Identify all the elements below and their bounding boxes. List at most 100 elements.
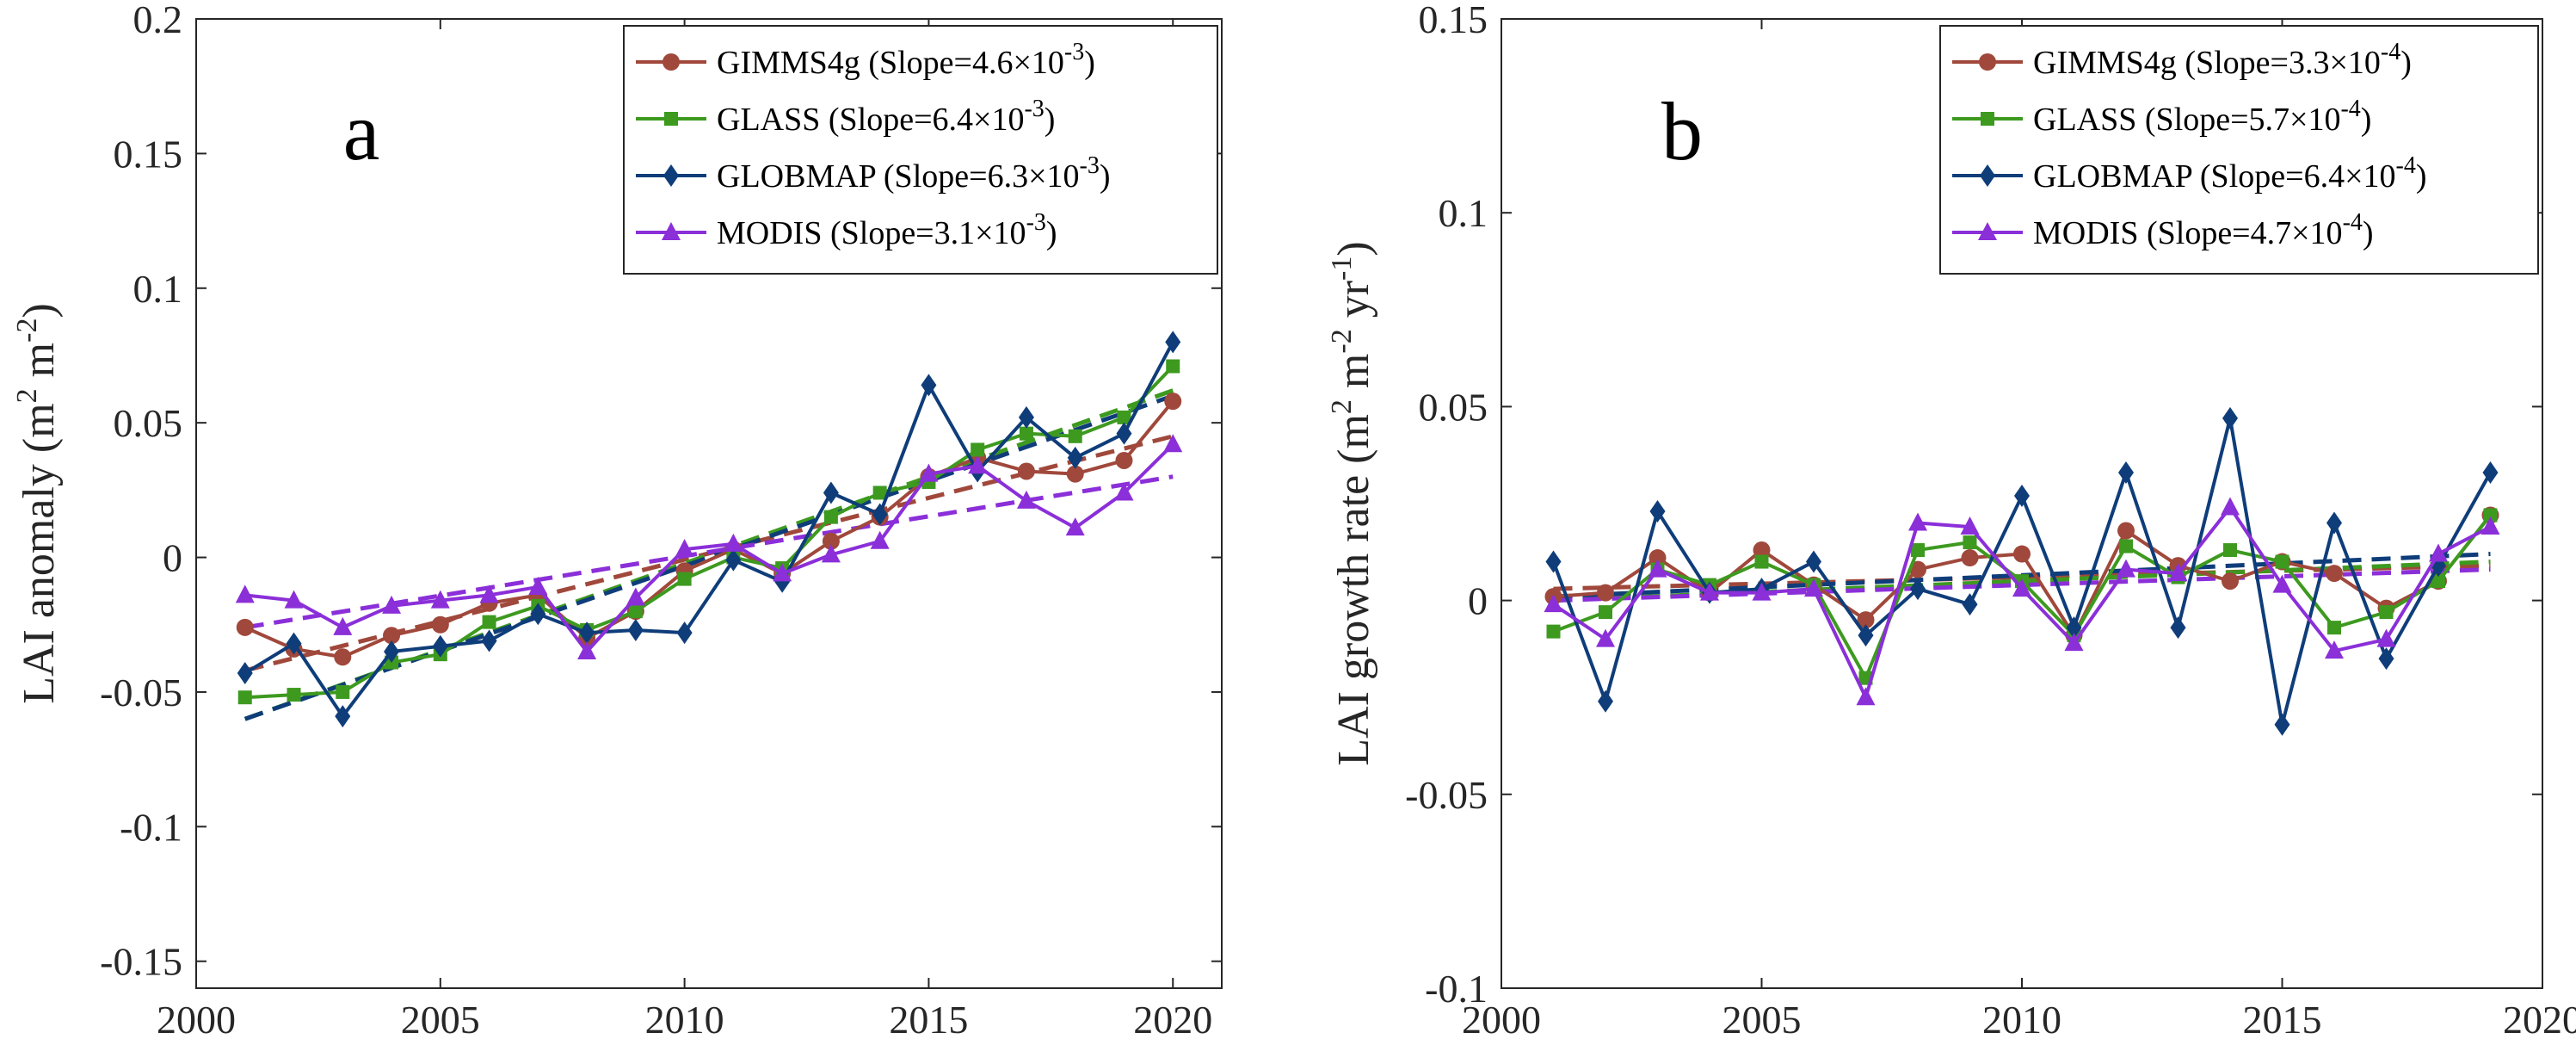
- data-point-modis: [577, 641, 597, 660]
- series-modis: [1544, 497, 2500, 706]
- legend-slope-times: ×10: [2329, 45, 2380, 81]
- data-point-glass: [2275, 554, 2289, 569]
- data-point-modis: [235, 584, 255, 603]
- y-axis-title-text: yr: [1329, 281, 1378, 329]
- legend-label: GIMMS4g (Slope=3.3×10-4): [2033, 39, 2412, 81]
- data-point-globmap: [2222, 406, 2238, 430]
- y-tick-label: -0.05: [100, 671, 182, 714]
- data-point-glass: [2483, 508, 2498, 522]
- legend-marker: [1980, 164, 1995, 187]
- legend-slope-prefix: (Slope=: [875, 158, 987, 195]
- legend-slope-exponent: -4: [2396, 152, 2416, 179]
- data-point-modis: [284, 590, 304, 609]
- data-point-globmap: [384, 640, 400, 664]
- legend-entry-modis: MODIS (Slope=3.1×10-3): [636, 209, 1057, 251]
- legend-slope-exponent: -4: [2340, 96, 2360, 122]
- legend-slope-mantissa: 6.4: [2304, 158, 2345, 195]
- data-point-modis: [2325, 640, 2344, 659]
- data-point-globmap: [1649, 500, 1666, 523]
- data-point-gimms4g: [2013, 545, 2031, 563]
- data-point-glass: [1546, 624, 1561, 639]
- data-point-globmap: [286, 632, 302, 655]
- series-line-globmap: [1551, 416, 2493, 727]
- data-point-globmap: [2066, 616, 2082, 640]
- legend-label: GLOBMAP (Slope=6.3×10-3): [717, 152, 1110, 195]
- data-point-gimms4g: [1857, 611, 1875, 629]
- legend-marker: [663, 164, 679, 187]
- data-point-globmap: [530, 603, 546, 626]
- legend-entry-globmap: GLOBMAP (Slope=6.4×10-4): [1952, 152, 2426, 195]
- y-tick-label: -0.1: [1425, 967, 1488, 1011]
- data-point-modis: [1065, 517, 1085, 536]
- data-point-globmap: [2170, 616, 2186, 640]
- y-tick-label: 0.15: [1419, 0, 1488, 41]
- y-tick-label: 0: [1468, 579, 1488, 623]
- data-point-globmap: [1545, 550, 1562, 573]
- data-point-gimms4g: [383, 627, 401, 645]
- data-point-modis: [724, 533, 743, 552]
- data-point-modis: [1114, 482, 1134, 501]
- data-point-glass: [677, 572, 692, 586]
- y-axis-title-text: LAI anomaly (m: [15, 403, 64, 703]
- x-tick-label: 2005: [1722, 998, 1802, 1042]
- data-point-gimms4g: [1649, 549, 1667, 567]
- legend-slope-prefix: (Slope=: [2138, 215, 2250, 251]
- data-point-modis: [1016, 490, 1036, 509]
- legend-label: MODIS (Slope=3.1×10-3): [717, 209, 1057, 251]
- data-point-globmap: [1598, 689, 1613, 713]
- panel-letter: a: [343, 85, 380, 177]
- data-point-globmap: [237, 662, 253, 685]
- x-tick-label: 2015: [2243, 998, 2322, 1042]
- legend-marker: [664, 112, 678, 126]
- legend-series-name: GLOBMAP: [2033, 158, 2192, 195]
- y-tick-label: 0: [163, 536, 182, 580]
- y-axis-title-text: m: [1329, 354, 1378, 399]
- y-axis-title-superscript: 2: [1326, 399, 1358, 414]
- legend-slope-times: ×10: [975, 215, 1026, 251]
- legend-slope-exponent: -3: [1024, 96, 1044, 122]
- data-point-modis: [968, 455, 988, 474]
- data-point-glass: [287, 688, 301, 702]
- legend-slope-exponent: -4: [2381, 39, 2400, 65]
- legend-slope-close: ): [2361, 102, 2372, 138]
- legend-slope-times: ×10: [1013, 45, 1063, 81]
- data-point-modis: [382, 595, 402, 614]
- data-point-globmap: [2118, 461, 2134, 484]
- legend-slope-exponent: -3: [1080, 152, 1100, 179]
- x-tick-label: 2000: [157, 998, 236, 1042]
- legend-marker: [662, 53, 680, 71]
- legend-slope-mantissa: 5.7: [2249, 102, 2290, 138]
- data-point-modis: [1908, 512, 1927, 531]
- data-point-gimms4g: [2326, 565, 2343, 583]
- legend-slope-times: ×10: [2345, 158, 2395, 195]
- x-tick-label: 2020: [1133, 998, 1212, 1042]
- y-tick-label: 0.1: [1439, 191, 1488, 235]
- data-point-gimms4g: [822, 532, 840, 550]
- data-point-globmap: [1806, 550, 1821, 573]
- data-point-globmap: [2378, 647, 2394, 671]
- series-globmap: [1545, 406, 2499, 736]
- y-axis-title-text: ): [1329, 241, 1378, 256]
- data-point-modis: [528, 576, 548, 595]
- data-point-modis: [773, 563, 792, 582]
- panel-b: 2000 2005 2010 2015 2020 -0.1 -0.05 0 0.05 0.1 0.1…: [1326, 0, 2576, 1042]
- data-point-globmap: [1910, 578, 1926, 601]
- legend-slope-mantissa: 3.1: [934, 215, 976, 251]
- data-point-modis: [1856, 687, 1876, 706]
- series-line-modis: [244, 442, 1174, 654]
- data-point-gimms4g: [236, 618, 254, 636]
- data-point-globmap: [725, 548, 742, 572]
- data-point-modis: [870, 530, 890, 549]
- legend-marker: [1979, 53, 1996, 71]
- data-point-modis: [479, 584, 499, 603]
- data-point-glass: [1754, 554, 1769, 569]
- legend-slope-times: ×10: [1028, 158, 1079, 195]
- legend-slope-times: ×10: [973, 102, 1024, 138]
- legend-label: GIMMS4g (Slope=4.6×10-3): [717, 39, 1095, 81]
- y-tick-label: -0.15: [100, 940, 182, 984]
- series-globmap: [237, 331, 1181, 728]
- data-point-modis: [333, 616, 353, 635]
- y-axis-title: LAI growth rate (m2 m-2 yr-1): [1326, 241, 1378, 765]
- legend-marker: [1978, 222, 1997, 240]
